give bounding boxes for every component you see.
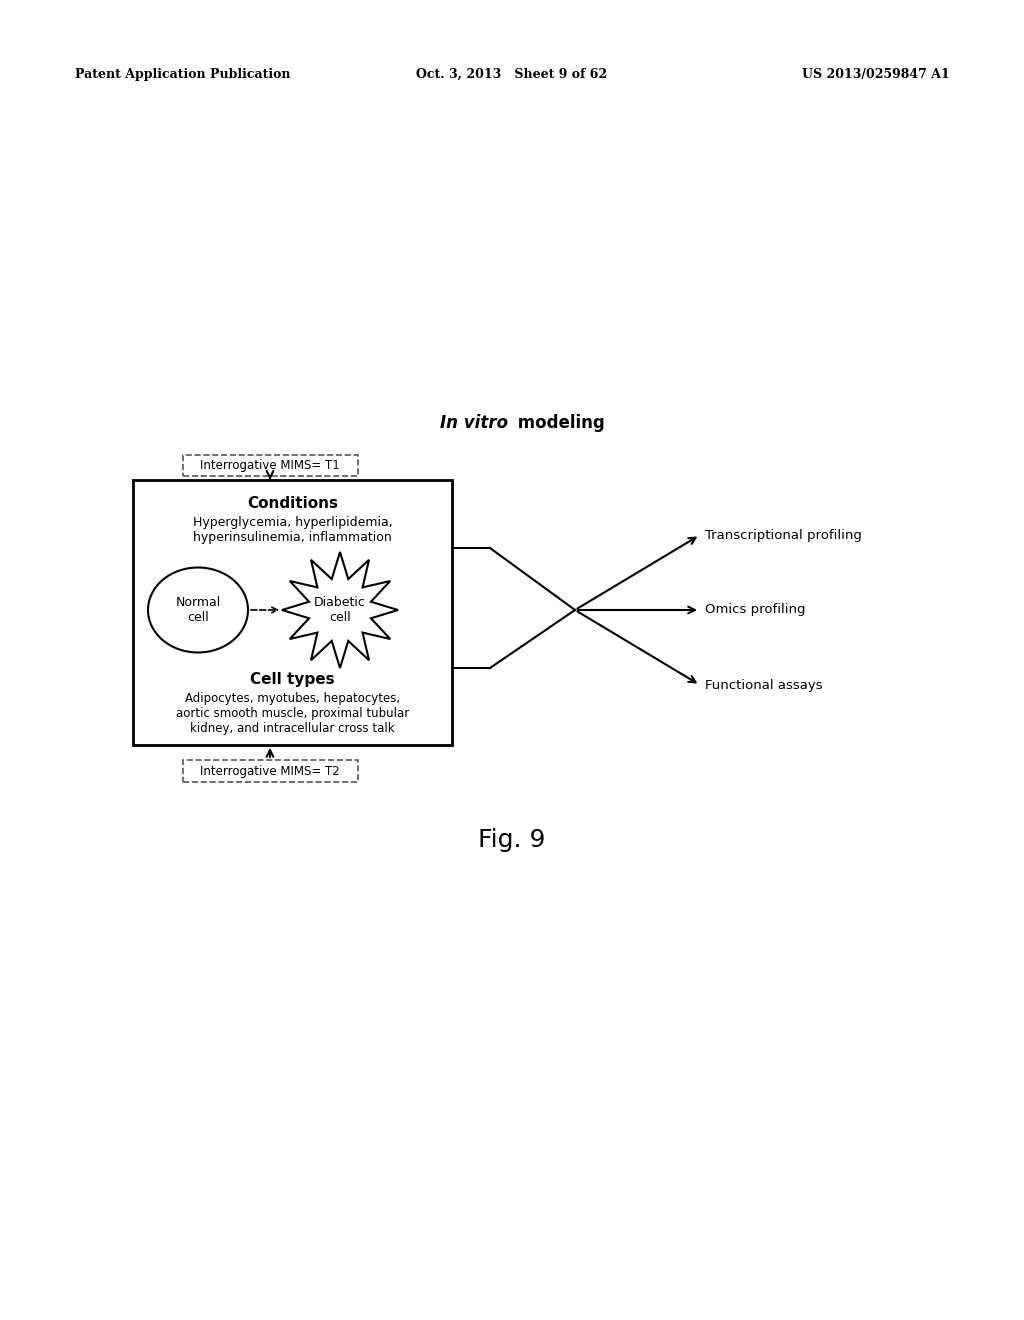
Text: US 2013/0259847 A1: US 2013/0259847 A1	[802, 69, 950, 81]
Text: Conditions: Conditions	[247, 496, 338, 511]
Text: modeling: modeling	[512, 414, 605, 432]
Text: Fig. 9: Fig. 9	[478, 828, 546, 851]
Text: Functional assays: Functional assays	[705, 678, 822, 692]
Text: Diabetic
cell: Diabetic cell	[314, 597, 366, 624]
Ellipse shape	[148, 568, 248, 652]
Text: Adipocytes, myotubes, hepatocytes,
aortic smooth muscle, proximal tubular
kidney: Adipocytes, myotubes, hepatocytes, aorti…	[176, 692, 410, 735]
Text: Interrogative MIMS= T2: Interrogative MIMS= T2	[200, 764, 340, 777]
Polygon shape	[282, 552, 398, 668]
Text: Oct. 3, 2013   Sheet 9 of 62: Oct. 3, 2013 Sheet 9 of 62	[417, 69, 607, 81]
Text: Transcriptional profiling: Transcriptional profiling	[705, 528, 862, 541]
Text: Patent Application Publication: Patent Application Publication	[75, 69, 291, 81]
Text: Hyperglycemia, hyperlipidemia,
hyperinsulinemia, inflammation: Hyperglycemia, hyperlipidemia, hyperinsu…	[193, 516, 392, 544]
Text: Cell types: Cell types	[250, 672, 335, 686]
Bar	[182, 455, 357, 477]
Bar	[182, 760, 357, 781]
Text: Interrogative MIMS= T1: Interrogative MIMS= T1	[200, 459, 340, 473]
Text: In vitro: In vitro	[440, 414, 508, 432]
Bar	[133, 480, 452, 744]
Text: Normal
cell: Normal cell	[175, 597, 220, 624]
Text: Omics profiling: Omics profiling	[705, 603, 806, 616]
